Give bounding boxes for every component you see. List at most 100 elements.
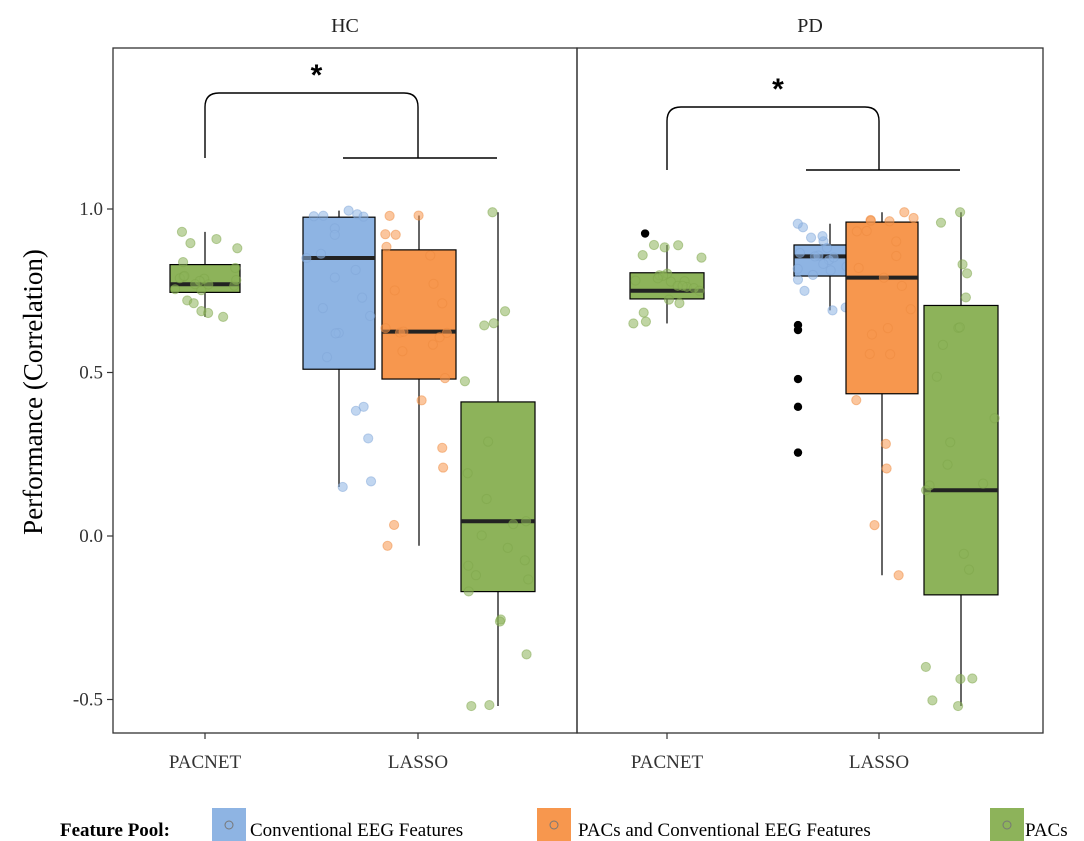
- data-point: [935, 217, 947, 228]
- data-point: [861, 225, 872, 237]
- data-point: [389, 285, 400, 296]
- data-point: [416, 395, 427, 406]
- data-point: [696, 252, 707, 263]
- data-point: [967, 673, 978, 684]
- data-point: [439, 373, 451, 384]
- data-point: [230, 262, 241, 274]
- data-point: [792, 274, 804, 285]
- data-point: [648, 239, 660, 251]
- x-tick-label: LASSO: [849, 752, 909, 773]
- data-point: [954, 207, 966, 218]
- data-point: [523, 574, 534, 585]
- box-iqr: [381, 249, 457, 380]
- data-point: [866, 329, 878, 340]
- data-point: [869, 520, 880, 531]
- box-lasso-2: [380, 210, 457, 551]
- data-point: [942, 459, 953, 470]
- data-point: [425, 250, 436, 261]
- data-point: [945, 437, 956, 448]
- data-point: [315, 248, 327, 259]
- outlier-point: [793, 402, 803, 412]
- data-point: [190, 279, 201, 290]
- legend-label: PACs: [1025, 820, 1068, 841]
- data-point: [481, 493, 492, 505]
- data-point: [380, 323, 391, 334]
- panel-border: [112, 47, 578, 734]
- data-point: [169, 284, 181, 295]
- data-point: [176, 226, 188, 237]
- data-point: [921, 485, 932, 496]
- data-point: [343, 205, 354, 216]
- data-point: [882, 323, 893, 334]
- data-point: [350, 405, 362, 416]
- data-point: [825, 265, 836, 276]
- legend-title: Feature Pool:: [60, 820, 170, 841]
- data-point: [817, 231, 828, 242]
- data-point: [674, 298, 685, 309]
- y-tick-label: -0.5: [73, 690, 103, 711]
- data-point: [437, 298, 448, 309]
- data-point: [957, 259, 968, 270]
- y-tick-label: 1.0: [79, 199, 103, 220]
- data-point: [434, 332, 445, 343]
- data-point: [809, 251, 820, 262]
- data-point: [203, 307, 214, 319]
- data-point: [865, 215, 876, 226]
- data-point: [463, 560, 474, 571]
- data-point: [853, 262, 864, 274]
- data-point: [807, 269, 819, 281]
- facet-title: PD: [797, 15, 823, 37]
- data-point: [502, 542, 513, 554]
- data-point: [628, 318, 639, 329]
- data-point: [508, 519, 519, 530]
- y-axis: -0.5 0.0 0.5 1.0 Performance (Correlation): [18, 199, 113, 711]
- data-point: [365, 476, 377, 487]
- box-lasso-1: [301, 205, 377, 493]
- data-point: [330, 328, 341, 339]
- data-point: [880, 438, 891, 449]
- data-point: [384, 210, 395, 221]
- legend-key-point: [549, 820, 559, 830]
- data-point: [470, 570, 482, 581]
- data-point: [792, 218, 803, 229]
- y-tick-label: 0.5: [79, 363, 103, 384]
- data-point: [397, 346, 408, 357]
- data-point: [958, 548, 969, 560]
- data-point: [896, 280, 907, 292]
- data-point: [818, 258, 829, 270]
- data-point: [963, 564, 975, 575]
- legend-key: [212, 808, 246, 841]
- facet-panel-pd: PD * PACNET LASSO: [576, 15, 1044, 773]
- legend-label: Conventional EEG Features: [250, 820, 463, 841]
- data-point: [638, 307, 649, 318]
- box-lasso-3: [920, 207, 1000, 712]
- data-point: [365, 310, 376, 322]
- data-point: [960, 292, 971, 303]
- data-point: [494, 616, 506, 627]
- data-point: [484, 699, 495, 711]
- data-point: [519, 555, 530, 566]
- data-point: [891, 250, 902, 262]
- facet-title: HC: [331, 15, 359, 37]
- data-point: [989, 413, 1000, 424]
- data-point: [358, 211, 369, 222]
- data-point: [179, 270, 190, 282]
- data-point: [521, 649, 532, 660]
- data-point: [673, 240, 684, 251]
- data-point: [308, 211, 319, 222]
- data-point: [955, 673, 966, 685]
- data-point: [899, 207, 910, 218]
- data-point: [884, 216, 895, 227]
- data-point: [211, 233, 222, 245]
- box-lasso-3: [459, 207, 536, 712]
- data-point: [792, 263, 803, 274]
- outlier-point: [793, 448, 803, 457]
- significance-bracket: [666, 106, 880, 170]
- data-point: [799, 285, 810, 296]
- data-point: [637, 250, 648, 261]
- data-point: [350, 264, 361, 276]
- data-point: [382, 540, 393, 551]
- data-point: [881, 463, 892, 474]
- data-point: [827, 305, 838, 316]
- data-point: [441, 327, 452, 338]
